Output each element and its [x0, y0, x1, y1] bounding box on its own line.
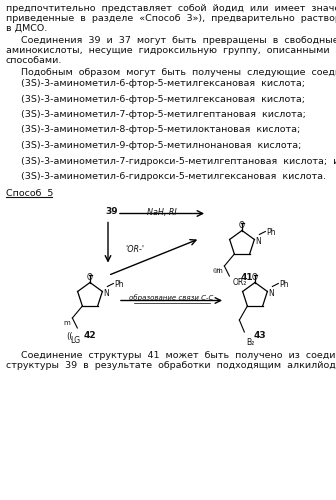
- Text: (3S)-3-аминометил-6-фтор-5-метилгексановая  кислота;: (3S)-3-аминометил-6-фтор-5-метилгексанов…: [6, 79, 305, 88]
- Text: N: N: [255, 238, 261, 246]
- Text: способами.: способами.: [6, 56, 62, 65]
- Text: (3S)-3-аминометил-9-фтор-5-метилнонановая  кислота;: (3S)-3-аминометил-9-фтор-5-метилнонанова…: [6, 141, 301, 150]
- Text: 42: 42: [84, 332, 96, 340]
- Text: ((: ((: [66, 332, 73, 341]
- Text: аминокислоты,  несущие  гидроксильную  группу,  описанными  выше: аминокислоты, несущие гидроксильную груп…: [6, 46, 336, 55]
- Text: (3S)-3-аминометил-6-гидрокси-5-метилгексановая  кислота.: (3S)-3-аминометил-6-гидрокси-5-метилгекс…: [6, 172, 326, 181]
- Text: 39: 39: [105, 208, 118, 216]
- Text: (3S)-3-аминометил-8-фтор-5-метилоктановая  кислота;: (3S)-3-аминометил-8-фтор-5-метилоктанова…: [6, 126, 300, 134]
- Text: m: m: [215, 268, 222, 274]
- Text: Соединения  39  и  37  могут  быть  превращены  в  свободные: Соединения 39 и 37 могут быть превращены…: [6, 36, 336, 45]
- Text: (3S)-3-аминометил-7-фтор-5-метилгептановая  кислота;: (3S)-3-аминометил-7-фтор-5-метилгептанов…: [6, 110, 306, 119]
- Text: Подобным  образом  могут  быть  получены  следующие  соединения:: Подобным образом могут быть получены сле…: [6, 68, 336, 77]
- Text: образование связи С-С: образование связи С-С: [129, 294, 214, 302]
- Text: 'OR-': 'OR-': [125, 246, 144, 254]
- Text: предпочтительно  представляет  собой  йодид  или  имеет  значения,: предпочтительно представляет собой йодид…: [6, 4, 336, 13]
- Text: приведенные  в  разделе  «Способ  3»),  предварительно  растворенного: приведенные в разделе «Способ 3»), предв…: [6, 14, 336, 23]
- Text: структуры  39  в  результате  обработки  подходящим  алкилйодидом  (или: структуры 39 в результате обработки подх…: [6, 360, 336, 370]
- Text: Ph: Ph: [266, 228, 276, 237]
- Text: Ph: Ph: [279, 280, 289, 289]
- Text: OR₂: OR₂: [233, 278, 247, 287]
- Text: Ph: Ph: [114, 280, 124, 289]
- Text: (()): (()): [212, 268, 221, 273]
- Text: (3S)-3-аминометил-7-гидрокси-5-метилгептановая  кислота;  и: (3S)-3-аминометил-7-гидрокси-5-метилгепт…: [6, 156, 336, 166]
- Text: (3S)-3-аминометил-6-фтор-5-метилгексановая  кислота;: (3S)-3-аминометил-6-фтор-5-метилгексанов…: [6, 94, 305, 104]
- Text: в ДМСО.: в ДМСО.: [6, 24, 47, 33]
- Text: N: N: [103, 290, 109, 298]
- Text: O: O: [239, 222, 245, 230]
- Text: NaH, RI: NaH, RI: [147, 208, 177, 216]
- Text: O: O: [252, 274, 258, 282]
- Text: LG: LG: [70, 336, 80, 345]
- Text: m: m: [63, 320, 70, 326]
- Text: Соединение  структуры  41  может  быть  получено  из  соединения: Соединение структуры 41 может быть получ…: [6, 350, 336, 360]
- Text: B₂: B₂: [246, 338, 255, 347]
- Text: 41: 41: [241, 274, 253, 282]
- Text: N: N: [268, 290, 274, 298]
- Text: Способ  5: Способ 5: [6, 190, 53, 198]
- Text: 43: 43: [254, 332, 266, 340]
- Text: O: O: [87, 274, 93, 282]
